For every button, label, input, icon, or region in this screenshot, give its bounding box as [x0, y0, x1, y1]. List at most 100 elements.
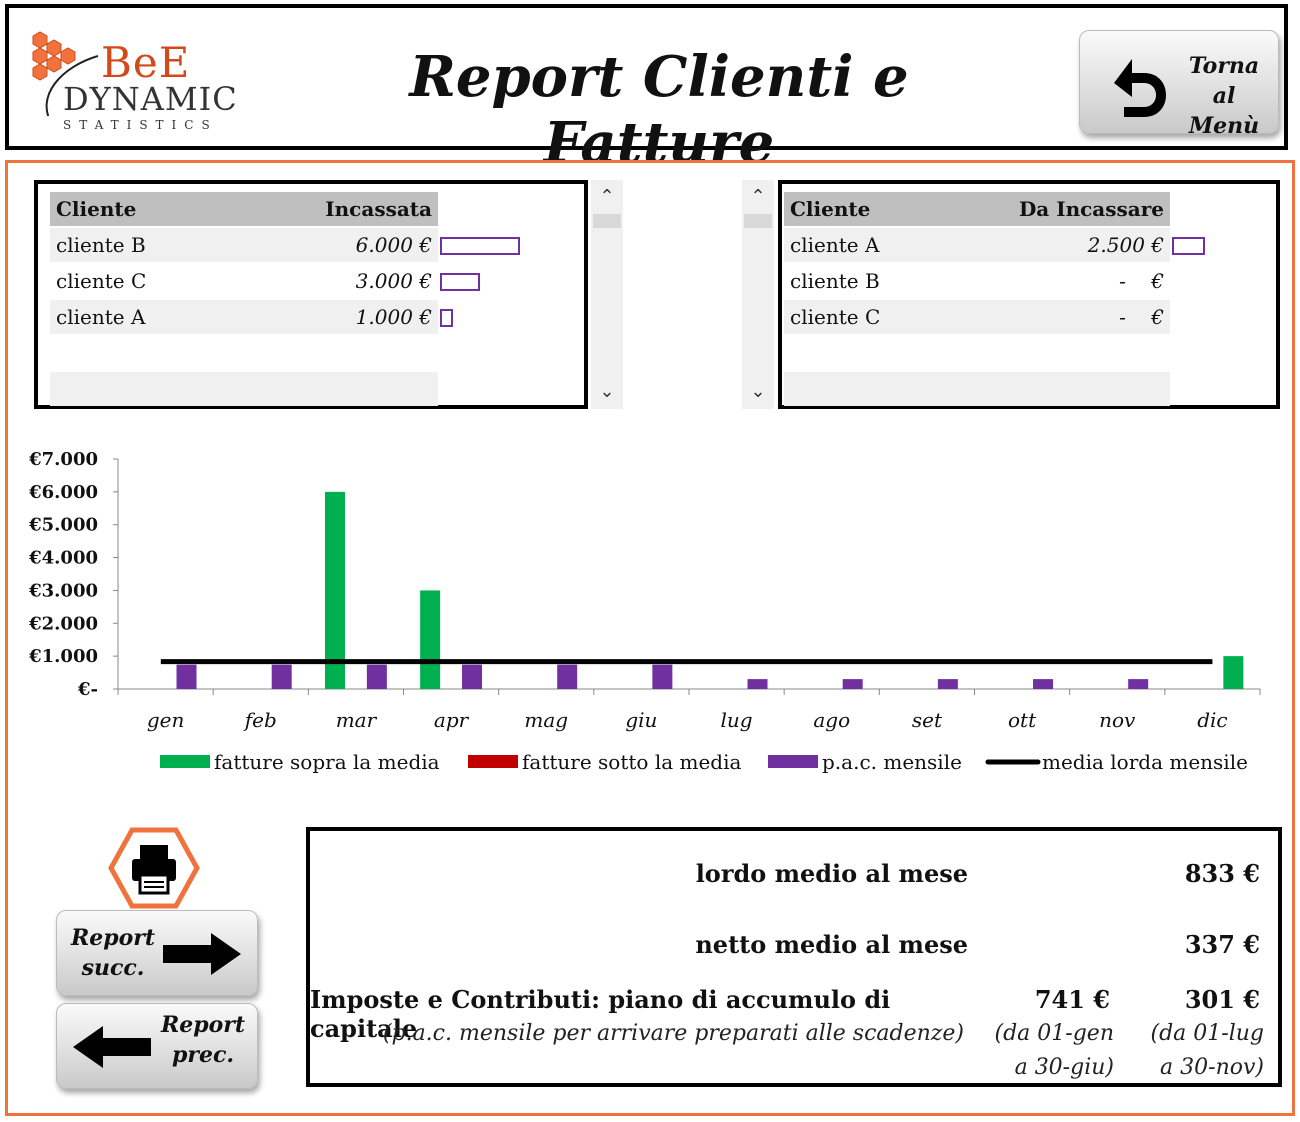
pac2-range-end: a 30-nov)	[1160, 1055, 1264, 1080]
legend-swatch	[768, 755, 818, 768]
x-tick-label: set	[912, 708, 943, 732]
previous-report-button[interactable]: Report prec.	[56, 1003, 258, 1089]
x-tick-label: dic	[1197, 708, 1227, 732]
table-row: cliente A 1.000 €	[50, 300, 453, 334]
cell-incassata: 1.000 €	[278, 300, 438, 334]
return-arrow-icon	[1114, 59, 1166, 117]
bar-pac-mensile	[462, 664, 483, 689]
y-tick-label: €2.000	[28, 613, 98, 634]
x-tick-label: lug	[721, 708, 753, 732]
pac1-value: 741 €	[1034, 985, 1110, 1014]
cell-cliente: cliente C	[56, 269, 147, 293]
table-header-row: Cliente Incassata	[50, 192, 438, 226]
column-header-incassata: Incassata	[278, 192, 438, 226]
cell-cliente: cliente C	[784, 300, 984, 334]
previous-report-label-line1: Report	[160, 1012, 246, 1038]
report-panel: Cliente Incassata cliente B 6.000 € clie…	[5, 160, 1295, 1116]
netto-label: netto medio al mese	[695, 930, 968, 959]
data-bar	[440, 309, 453, 327]
cell-cliente: cliente A	[50, 300, 278, 334]
scroll-thumb[interactable]	[593, 214, 621, 228]
legend-swatch	[468, 755, 518, 768]
column-header-cliente: Cliente	[50, 192, 278, 226]
menu-button-label: Torna al Menù	[1174, 51, 1274, 141]
pac1-range-start: (da 01-gen	[994, 1021, 1114, 1046]
next-report-label: Report succ.	[63, 923, 163, 983]
table-row: cliente B 6.000 €	[50, 228, 520, 262]
next-report-label-line2: succ.	[81, 955, 145, 981]
scroll-thumb[interactable]	[744, 214, 772, 228]
x-tick-label: feb	[243, 708, 277, 732]
summary-box: lordo medio al mese 833 € netto medio al…	[306, 827, 1282, 1087]
y-tick-label: €1.000	[28, 646, 98, 667]
data-bar	[1172, 237, 1205, 255]
legend-label: fatture sotto la media	[522, 750, 741, 774]
y-tick-label: €5.000	[28, 515, 98, 536]
cell-empty	[784, 372, 1170, 406]
pac2-range-start: (da 01-lug	[1150, 1021, 1265, 1046]
y-tick-label: €6.000	[28, 482, 98, 503]
y-tick-label: €3.000	[28, 580, 98, 601]
data-bar	[440, 237, 520, 255]
table-row: cliente C - €	[784, 300, 1170, 334]
previous-report-label-line2: prec.	[171, 1042, 235, 1068]
bar-pac-mensile	[176, 664, 197, 689]
table-row: cliente B - €	[784, 264, 1170, 298]
table-row: cliente A 2.500 €	[784, 228, 1205, 262]
menu-button-label-line1: Torna al	[1188, 53, 1260, 109]
cell-cliente: cliente A	[784, 228, 984, 262]
incassate-table: Cliente Incassata cliente B 6.000 € clie…	[34, 180, 588, 409]
bar-fatture-sopra	[420, 590, 441, 689]
bar-pac-mensile	[842, 679, 863, 689]
da-incassare-scrollbar[interactable]: ⌃ ⌄	[742, 180, 774, 409]
x-tick-label: apr	[434, 708, 470, 732]
bar-pac-mensile	[937, 679, 958, 689]
incassate-scrollbar[interactable]: ⌃ ⌄	[591, 180, 623, 409]
y-tick-label: €7.000	[28, 449, 98, 470]
bar-pac-mensile	[1033, 679, 1054, 689]
column-header-da-incassare: Da Incassare	[984, 192, 1170, 226]
lordo-label: lordo medio al mese	[695, 859, 968, 888]
pac1-range-end: a 30-giu)	[1014, 1055, 1114, 1080]
scroll-down-icon[interactable]: ⌄	[599, 381, 615, 402]
da-incassare-table: Cliente Da Incassare cliente A 2.500 € c…	[778, 180, 1280, 409]
x-tick-label: mar	[336, 708, 378, 732]
cell-incassata: 3.000 €	[355, 269, 432, 293]
bar-pac-mensile	[747, 679, 768, 689]
bar-pac-mensile	[557, 664, 578, 689]
table-row: cliente C 3.000 €	[50, 264, 480, 298]
legend-label: p.a.c. mensile	[822, 750, 962, 774]
print-icon[interactable]	[108, 827, 200, 909]
bar-fatture-sopra	[324, 491, 345, 689]
page-title: Report Clienti e Fatture	[409, 44, 909, 176]
y-tick-label: €4.000	[28, 548, 98, 569]
table-row-empty	[784, 372, 1170, 406]
table-header-row: Cliente Da Incassare	[784, 192, 1170, 226]
menu-button-label-line2: Menù	[1188, 113, 1260, 139]
scroll-down-icon[interactable]: ⌄	[750, 381, 766, 402]
bar-pac-mensile	[366, 664, 387, 689]
legend-label: fatture sopra la media	[214, 750, 440, 774]
logo-text-dynamic: DYNAMIC	[63, 80, 238, 118]
company-logo: BeE DYNAMIC STATISTICS	[23, 26, 237, 136]
imposte-note: (p.a.c. mensile per arrivare preparati a…	[382, 1021, 964, 1046]
back-to-menu-button[interactable]: Torna al Menù	[1079, 30, 1279, 139]
x-tick-label: ott	[1008, 708, 1037, 732]
scroll-up-icon[interactable]: ⌃	[750, 186, 766, 207]
pac2-value: 301 €	[1184, 985, 1260, 1014]
bar-fatture-sopra	[1223, 656, 1244, 689]
scroll-up-icon[interactable]: ⌃	[599, 186, 615, 207]
x-tick-label: mag	[524, 708, 568, 732]
column-header-cliente: Cliente	[784, 192, 984, 226]
logo-text-statistics: STATISTICS	[63, 118, 218, 132]
cell-da-incassare: 2.500 €	[984, 228, 1170, 262]
next-report-button[interactable]: Report succ.	[56, 910, 258, 996]
x-tick-label: giu	[625, 708, 657, 732]
bar-pac-mensile	[271, 664, 292, 689]
arrow-left-icon	[73, 1026, 151, 1068]
cell-da-incassare: - €	[1119, 269, 1164, 293]
legend-swatch	[160, 755, 210, 768]
honeycomb-logo-icon	[32, 31, 99, 116]
next-report-label-line1: Report	[70, 925, 156, 951]
cell-da-incassare: - €	[984, 300, 1170, 334]
